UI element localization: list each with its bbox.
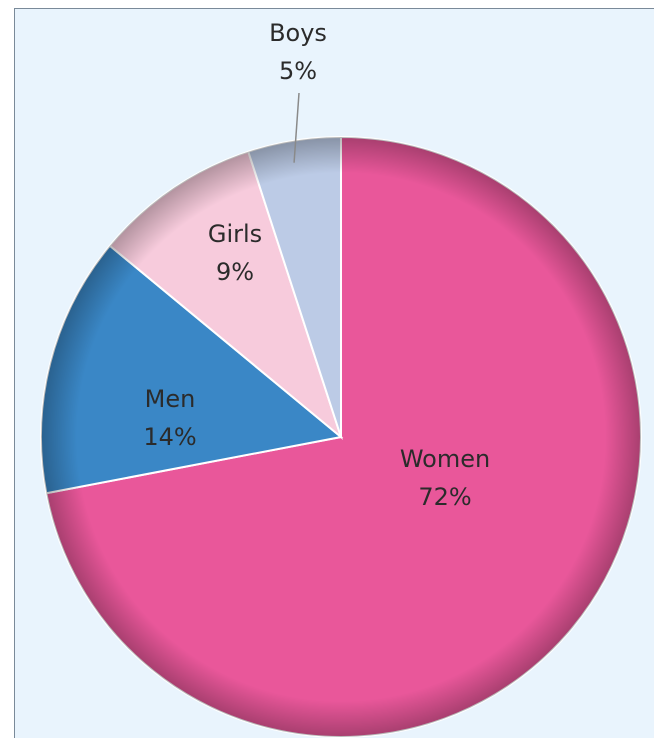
slice-value-boys: 5%: [279, 57, 317, 85]
slice-name-women: Women: [400, 445, 490, 473]
pie-edge-shade: [41, 137, 641, 737]
leader-line-boys: [293, 92, 300, 163]
slice-name-boys: Boys: [269, 19, 327, 47]
slice-value-girls: 9%: [216, 258, 254, 286]
slice-value-women: 72%: [418, 483, 471, 511]
pie-chart: Women 72% Men 14% Girls 9% Boys 5%: [39, 19, 642, 738]
slice-name-men: Men: [145, 385, 196, 413]
slice-value-men: 14%: [143, 423, 196, 451]
slice-name-girls: Girls: [208, 220, 262, 248]
slice-label-men: Men 14%: [143, 385, 196, 451]
slice-label-boys: Boys 5%: [269, 19, 327, 85]
slice-label-girls: Girls 9%: [208, 220, 262, 286]
chart-frame: Women 72% Men 14% Girls 9% Boys 5%: [14, 8, 654, 738]
slice-label-women: Women 72%: [400, 445, 490, 511]
